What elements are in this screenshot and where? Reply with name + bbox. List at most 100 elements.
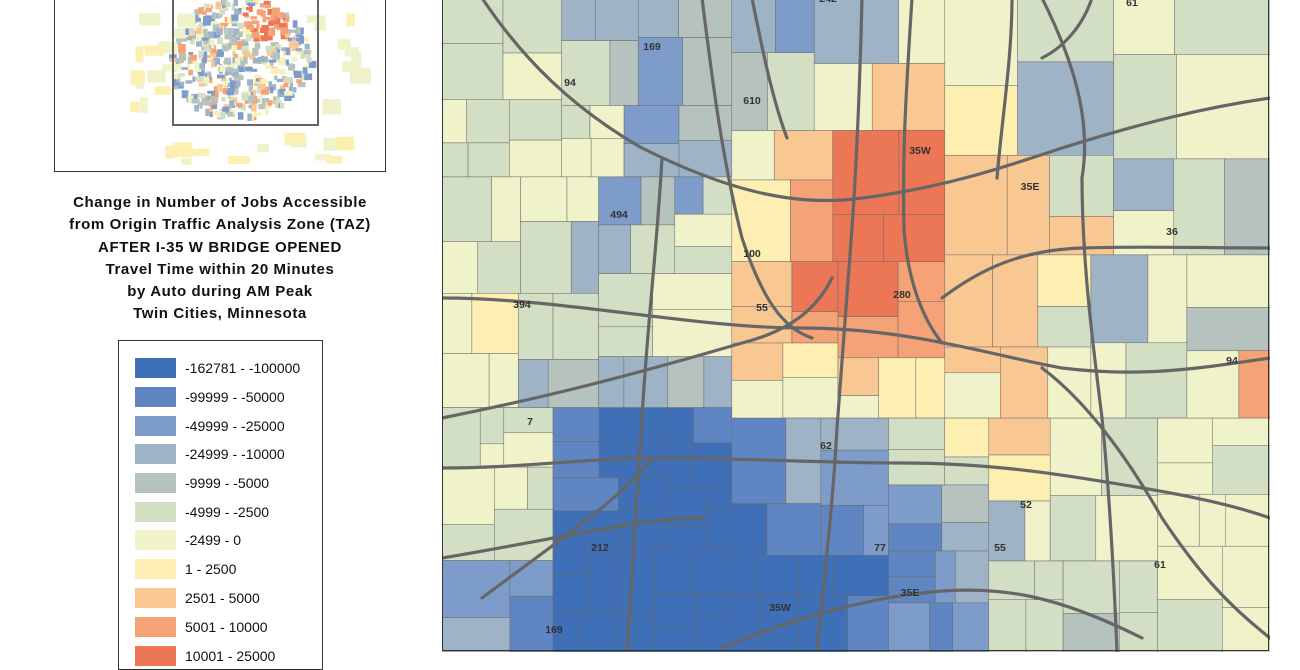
- taz-zone: [211, 45, 217, 54]
- taz-zone: [280, 26, 289, 35]
- legend-swatch: [135, 387, 176, 407]
- taz-zone: [618, 509, 667, 550]
- taz-zone: [279, 88, 286, 95]
- taz-zone: [552, 477, 619, 512]
- taz-zone: [179, 81, 185, 87]
- legend-label: 2501 - 5000: [185, 590, 260, 606]
- taz-zone: [176, 84, 184, 89]
- taz-zone: [249, 68, 258, 72]
- taz-zone: [674, 213, 733, 247]
- taz-zone: [212, 23, 220, 32]
- taz-zone: [203, 45, 210, 50]
- taz-zone: [1119, 612, 1158, 652]
- taz-zone: [288, 87, 297, 93]
- taz-zone: [178, 53, 186, 61]
- taz-zone: [235, 80, 241, 88]
- taz-zone: [135, 81, 144, 89]
- taz-zone: [207, 76, 213, 84]
- taz-zone: [1157, 599, 1223, 652]
- taz-zone: [306, 15, 326, 23]
- taz-zone: [509, 595, 554, 652]
- taz-zone: [207, 90, 215, 94]
- taz-zone: [299, 35, 304, 44]
- taz-zone: [198, 83, 206, 87]
- taz-zone: [223, 7, 229, 11]
- taz-zone: [344, 46, 359, 57]
- taz-zone: [225, 71, 232, 75]
- taz-zone: [192, 30, 200, 34]
- taz-zone: [196, 27, 202, 34]
- taz-zone: [220, 0, 228, 6]
- taz-zone: [254, 74, 261, 81]
- taz-zone: [247, 81, 253, 86]
- taz-zone: [301, 50, 307, 59]
- highway-label: 169: [545, 624, 563, 636]
- taz-zone: [1037, 254, 1092, 307]
- taz-zone: [245, 0, 251, 5]
- taz-zone: [135, 46, 144, 62]
- taz-zone: [467, 142, 510, 178]
- taz-choropleth-map[interactable]: 61 169 94 610 35W 35E 494 36 100 394 55 280 94 7 62 52 2…: [442, 0, 1270, 652]
- taz-zone: [209, 101, 218, 108]
- taz-zone: [207, 31, 216, 39]
- taz-zone: [197, 101, 204, 106]
- main-map[interactable]: 61 169 94 610 35W 35E 494 36 100 394 55 280 94 7 62 52 2…: [442, 0, 1270, 652]
- taz-zone: [227, 42, 231, 50]
- highway: [1041, 0, 1087, 180]
- taz-zone: [240, 105, 246, 111]
- taz-zone: [226, 90, 235, 96]
- taz-zone: [820, 417, 889, 451]
- taz-zone: [272, 7, 280, 15]
- taz-zone: [203, 15, 211, 23]
- legend: -162781 - -100000 -99999 - -50000 -49999…: [118, 340, 323, 670]
- taz-zone: [264, 0, 271, 9]
- taz-zone: [731, 503, 768, 556]
- taz-zone: [598, 326, 653, 357]
- taz-zone: [552, 407, 600, 442]
- taz-zone: [552, 510, 619, 550]
- taz-zone: [224, 57, 232, 65]
- taz-zone: [258, 98, 265, 107]
- taz-zone: [187, 63, 190, 68]
- highway: [995, 0, 1014, 180]
- taz-zone: [509, 139, 562, 178]
- taz-zone: [322, 99, 341, 115]
- taz-zone: [442, 560, 511, 618]
- taz-zone: [731, 555, 757, 596]
- highway-label: 61: [1126, 0, 1138, 9]
- taz-zone: [256, 21, 260, 29]
- taz-zone: [520, 221, 572, 294]
- taz-zone: [442, 466, 495, 525]
- taz-zone: [527, 466, 554, 510]
- taz-zone: [228, 155, 250, 164]
- taz-zone: [211, 21, 217, 25]
- taz-zone: [176, 36, 182, 45]
- taz-zone: [268, 81, 272, 86]
- taz-zone: [276, 25, 281, 30]
- taz-zone: [654, 549, 693, 594]
- taz-zone: [231, 44, 238, 50]
- taz-zone: [314, 20, 326, 31]
- taz-zone: [502, 0, 562, 54]
- taz-zone: [241, 90, 249, 95]
- taz-zone: [1212, 417, 1270, 446]
- taz-zone: [296, 49, 304, 56]
- taz-zone: [201, 10, 207, 15]
- taz-zone: [228, 92, 232, 99]
- taz-zone: [263, 0, 270, 5]
- taz-zone: [177, 44, 186, 52]
- taz-zone: [678, 105, 733, 141]
- taz-zone: [341, 61, 361, 72]
- taz-zone: [832, 130, 900, 215]
- taz-zone: [308, 60, 317, 69]
- taz-zone: [479, 443, 505, 468]
- taz-zone: [217, 84, 223, 92]
- taz-zone: [773, 130, 833, 181]
- taz-zone: [888, 550, 936, 578]
- highway: [442, 516, 704, 560]
- taz-zone: [666, 526, 708, 550]
- taz-zone: [252, 103, 257, 108]
- legend-swatch: [135, 530, 176, 550]
- highway: [1080, 176, 1119, 652]
- taz-zone: [254, 82, 260, 86]
